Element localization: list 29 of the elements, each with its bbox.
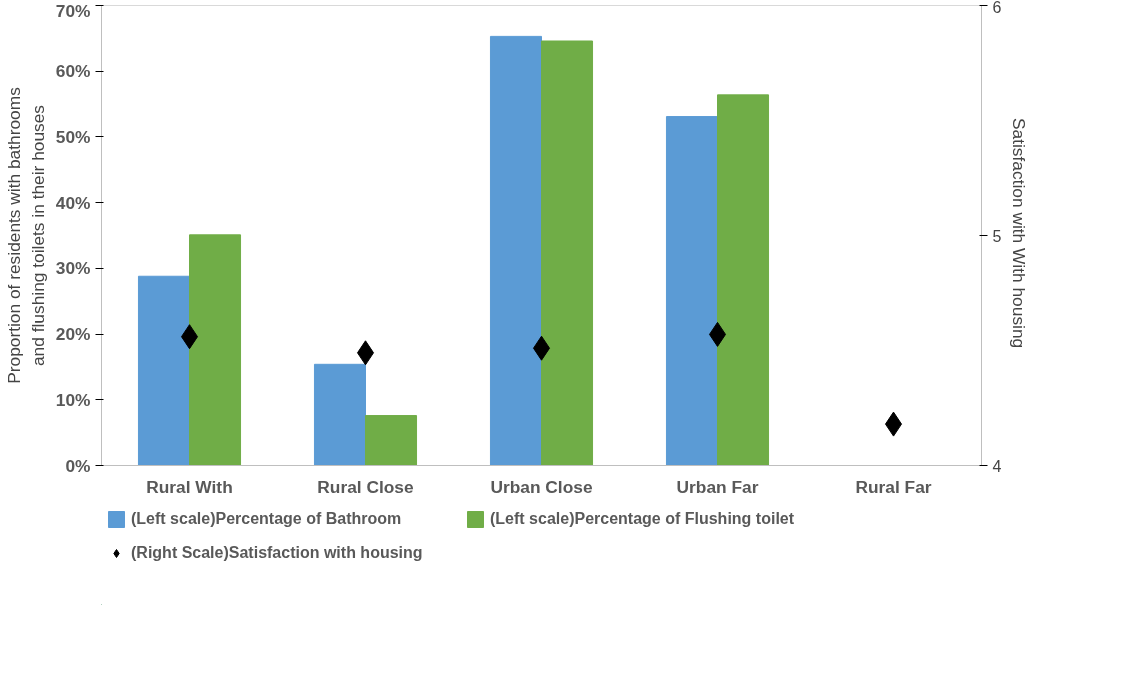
legend-label: (Right Scale)Satisfaction with housing bbox=[131, 544, 424, 562]
x-tick-label: Urban Far bbox=[676, 476, 759, 497]
legend-label: (Left scale)Percentage of Bathroom bbox=[131, 510, 403, 528]
x-tick-label: Rural Far bbox=[855, 476, 932, 497]
y2-tick-label: 4 bbox=[992, 457, 1002, 475]
y-tick-label: 10% bbox=[55, 389, 91, 410]
y-tick-label: 70% bbox=[55, 0, 91, 21]
y2-tick-label: 5 bbox=[992, 227, 1002, 245]
bar bbox=[365, 415, 418, 466]
x-tick-label: Rural Close bbox=[317, 476, 415, 497]
y-tick-label: 0% bbox=[65, 455, 91, 476]
y-tick-label: 30% bbox=[55, 258, 91, 279]
bar bbox=[541, 40, 594, 466]
bar bbox=[489, 35, 542, 466]
bar bbox=[717, 94, 770, 466]
y2-tick-label: 6 bbox=[992, 0, 1002, 16]
y-tick-label: 50% bbox=[55, 126, 91, 147]
y-axis-title: Proportion of residents with bathrooms and flushing toilets in their houses bbox=[3, 86, 48, 384]
bar bbox=[189, 234, 242, 466]
legend-label: (Left scale)Percentage of Flushing toilet bbox=[490, 510, 796, 528]
x-tick-label: Rural With bbox=[146, 476, 233, 497]
y-tick-label: 60% bbox=[55, 61, 91, 82]
y-tick-label: 20% bbox=[55, 324, 91, 345]
x-tick-label: Urban Close bbox=[490, 476, 593, 497]
bar bbox=[665, 116, 718, 466]
y2-axis-title: Satisfaction with With housing bbox=[1009, 118, 1030, 349]
bar bbox=[137, 275, 190, 466]
bar bbox=[313, 363, 366, 466]
y-tick-label: 40% bbox=[55, 192, 91, 213]
